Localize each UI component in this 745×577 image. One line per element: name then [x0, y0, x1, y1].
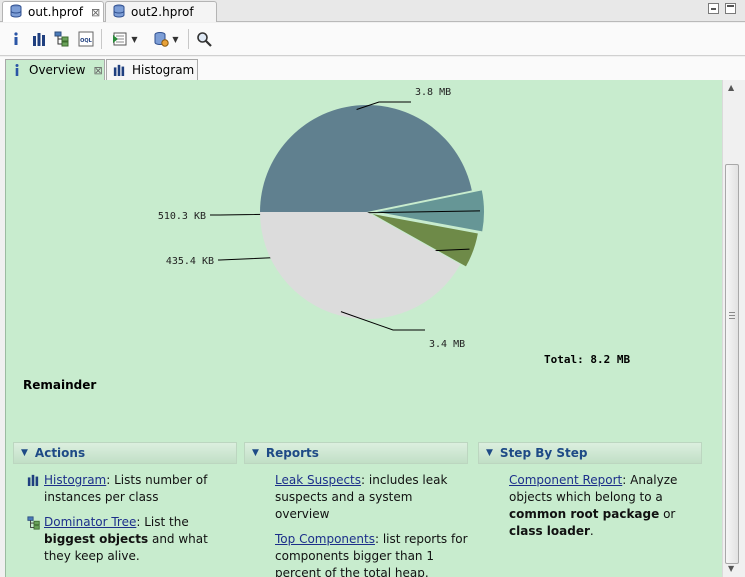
info-icon[interactable]: [8, 29, 24, 49]
chevron-down-icon: ▼: [21, 448, 28, 458]
pie-slice: [260, 212, 461, 319]
step-by-step-header[interactable]: ▼ Step By Step: [478, 442, 702, 464]
tab-histogram-label: Histogram: [132, 63, 195, 77]
reports-title: Reports: [265, 446, 319, 460]
dominator-tree-icon: [27, 516, 41, 535]
toolbar-separator: [101, 29, 102, 49]
component-report-desc-b: or: [659, 507, 676, 521]
pie-leader-line: [356, 101, 411, 111]
scroll-down-icon[interactable]: ▼: [728, 564, 735, 573]
info-icon: [15, 64, 19, 76]
chevron-down-icon: ▼: [131, 34, 138, 44]
editor-tab-out-hprof[interactable]: out.hprof ⊠: [2, 1, 104, 22]
pie-slice-label: 3.4 MB: [429, 339, 465, 350]
component-report-desc-a: : Analyze objects which belong to a: [509, 473, 678, 504]
chevron-down-icon: ▼: [172, 34, 179, 44]
scrollbar-thumb[interactable]: [725, 164, 739, 564]
tab-histogram[interactable]: Histogram: [106, 59, 198, 80]
histogram-desc: : Lists number of instances per class: [44, 473, 208, 504]
editor-tab-label: out.hprof: [28, 5, 83, 19]
histogram-icon[interactable]: [31, 29, 47, 49]
chevron-down-icon: ▼: [486, 448, 493, 458]
leak-suspects-desc: : includes leak suspects and a system ov…: [275, 473, 448, 521]
pie-slice-label: 435.4 KB: [166, 256, 214, 267]
pie-slice-label: 3.8 MB: [415, 87, 451, 98]
overview-content: 3.8 MB 510.3 KB 435.4 KB 3.4 MB Total: 8.2 M…: [5, 80, 722, 577]
step-by-step-title: Step By Step: [499, 446, 588, 460]
inner-tab-bar: Overview ⊠ Histogram: [0, 57, 745, 80]
component-report-bold-b: class loader: [509, 524, 590, 538]
histogram-icon: [113, 64, 125, 76]
remainder-label: Remainder: [23, 378, 97, 392]
chevron-down-icon: ▼: [252, 448, 259, 458]
actions-header[interactable]: ▼ Actions: [13, 442, 237, 464]
leak-suspects-entry: Leak Suspects: includes leak suspects an…: [244, 472, 468, 523]
pie-chart: 3.8 MB 510.3 KB 435.4 KB 3.4 MB Total: 8.2 M…: [158, 87, 631, 366]
histogram-entry: Histogram: Lists number of instances per…: [13, 472, 237, 506]
actions-title: Actions: [34, 446, 86, 460]
reports-section: ▼ Reports Leak Suspects: includes leak s…: [244, 442, 468, 577]
pie-slice: [260, 105, 472, 212]
close-icon[interactable]: ⊠: [93, 63, 103, 77]
component-report-link[interactable]: Component Report: [509, 473, 623, 487]
top-components-link[interactable]: Top Components: [275, 532, 375, 546]
close-icon[interactable]: ⊠: [90, 5, 101, 19]
tab-overview[interactable]: Overview ⊠: [5, 59, 105, 80]
leak-suspects-link[interactable]: Leak Suspects: [275, 473, 362, 487]
heap-dump-icon: [154, 32, 170, 47]
component-report-bold-a: common root package: [509, 507, 660, 521]
run-report-button[interactable]: ▼: [108, 29, 142, 49]
step-by-step-section: ▼ Step By Step Component Report: Analyze…: [478, 442, 702, 540]
toolbar-separator: [188, 29, 189, 49]
pie-slice-label: 510.3 KB: [158, 211, 206, 222]
tab-overview-label: Overview: [29, 63, 86, 77]
run-report-icon: [113, 32, 127, 46]
pie-slice: [372, 214, 478, 267]
actions-section: ▼ Actions Histogram: Lists number of ins…: [13, 442, 237, 565]
histogram-link[interactable]: Histogram: [44, 473, 107, 487]
component-report-desc-c: .: [589, 524, 594, 538]
pie-slice: [376, 190, 484, 232]
top-components-desc: : list reports for components bigger tha…: [275, 532, 468, 577]
svg-text:OQL: OQL: [80, 38, 93, 44]
heap-dump-button[interactable]: ▼: [149, 29, 183, 49]
oql-icon[interactable]: OQL: [77, 29, 95, 49]
editor-tab-label: out2.hprof: [131, 5, 194, 19]
scroll-up-icon[interactable]: ▲: [728, 83, 735, 92]
search-icon[interactable]: [195, 29, 213, 49]
database-icon: [112, 4, 126, 21]
maximize-button[interactable]: [725, 3, 736, 14]
pie-leader-line: [340, 311, 425, 331]
pie-leader-line: [210, 210, 481, 216]
dominator-tree-icon[interactable]: [54, 29, 70, 49]
grip-line: [729, 312, 735, 313]
grip-line: [729, 318, 735, 319]
vertical-scrollbar[interactable]: ▲ ▼: [722, 80, 740, 577]
minimize-button[interactable]: [708, 3, 719, 14]
dominator-tree-link[interactable]: Dominator Tree: [44, 515, 137, 529]
component-report-entry: Component Report: Analyze objects which …: [478, 472, 702, 540]
grip-line: [729, 315, 735, 316]
database-icon: [9, 4, 23, 21]
dominator-entry: Dominator Tree: List the biggest objects…: [13, 514, 237, 565]
dominator-desc-b: and what they keep alive.: [44, 532, 208, 563]
editor-tab-out2-hprof[interactable]: out2.hprof: [105, 1, 217, 22]
histogram-icon: [27, 474, 39, 491]
toolbar: OQL ▼ ▼: [0, 23, 745, 56]
top-components-entry: Top Components: list reports for compone…: [244, 531, 468, 577]
total-label: Total: 8.2 MB: [544, 353, 630, 366]
dominator-desc-bold: biggest objects: [44, 532, 149, 546]
dominator-desc-a: : List the: [136, 515, 189, 529]
reports-header[interactable]: ▼ Reports: [244, 442, 468, 464]
editor-tab-bar: out.hprof ⊠ out2.hprof: [0, 0, 745, 22]
